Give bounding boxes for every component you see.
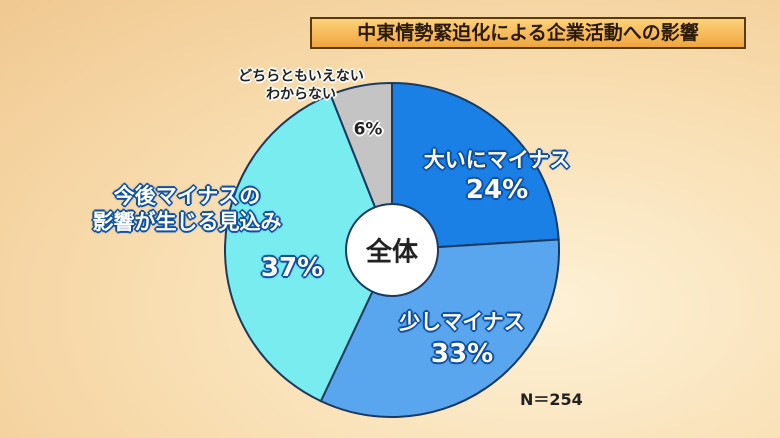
slice-label: 大いにマイナス — [423, 147, 571, 172]
note: N＝254 — [520, 390, 583, 409]
chart-title: 中東情勢緊迫化による企業活動への影響 — [310, 17, 746, 49]
pie-slice — [224, 93, 394, 403]
value-label: 33% — [430, 338, 494, 369]
slice-label: 今後マイナスの 影響が生じる見込み — [92, 183, 282, 234]
pie-slice — [391, 81, 560, 252]
slice-label: どちらともいえない わからない — [238, 68, 364, 103]
center-label: 全体 — [365, 237, 419, 268]
slice-label: 少しマイナス — [399, 309, 525, 334]
value-label: 6% — [353, 119, 383, 140]
value-label: 37% — [260, 252, 324, 283]
value-label: 24% — [465, 174, 529, 205]
center-hole — [345, 203, 439, 297]
